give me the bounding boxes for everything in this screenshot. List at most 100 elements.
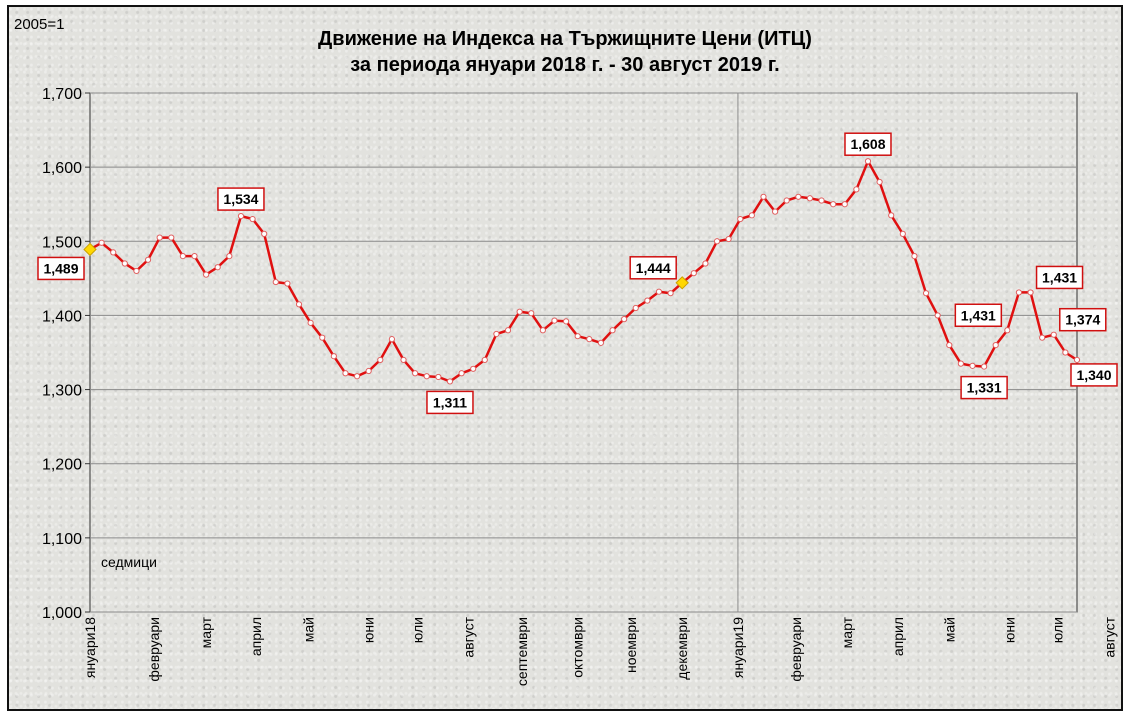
index-series-line xyxy=(89,159,1078,383)
annotation-value: 1,374 xyxy=(1065,312,1100,328)
y-tick-label: 1,500 xyxy=(42,234,82,251)
x-tick-label: април xyxy=(890,617,906,656)
data-point xyxy=(702,260,709,267)
data-point xyxy=(586,336,593,343)
x-tick-label: май xyxy=(300,617,316,642)
annotation-box xyxy=(217,187,265,211)
data-point xyxy=(969,362,976,369)
data-point xyxy=(771,208,779,215)
data-point xyxy=(690,270,697,277)
data-point xyxy=(597,339,605,346)
data-point xyxy=(957,360,964,367)
data-point xyxy=(272,278,279,286)
value-annotation: 1,374 xyxy=(1059,307,1107,332)
data-point xyxy=(922,290,930,297)
y-axis-ticks: 1,000 1,100 1,200 1,300 1,400 1,500 1,600 1,700 xyxy=(42,86,90,622)
annotation-value: 1,331 xyxy=(967,380,1002,396)
plot-area xyxy=(89,92,1078,613)
highlighted-data-point xyxy=(675,276,689,290)
data-point xyxy=(226,253,233,260)
chart-title: Движение на Индекса на Тържищните Цени (… xyxy=(318,28,812,50)
data-point xyxy=(330,353,337,360)
data-point xyxy=(574,333,581,340)
data-point xyxy=(144,256,152,263)
data-point xyxy=(551,317,558,324)
x-tick-label: ноември xyxy=(623,617,639,673)
annotation-value: 1,489 xyxy=(43,260,78,276)
x-tick-label: юни xyxy=(1002,617,1018,643)
annotation-value: 1,311 xyxy=(433,394,467,410)
data-point xyxy=(992,341,999,349)
x-tick-label: август xyxy=(1102,616,1118,657)
annotation-value: 1,431 xyxy=(1042,269,1077,285)
annotation-box xyxy=(37,256,85,281)
x-tick-label: февруари xyxy=(146,617,162,682)
data-point xyxy=(446,378,454,385)
data-point xyxy=(795,193,802,200)
annotation-box xyxy=(1070,363,1118,387)
data-point xyxy=(841,201,848,208)
data-point xyxy=(1015,289,1023,296)
data-point xyxy=(458,370,465,377)
data-point xyxy=(319,334,326,341)
value-annotation: 1,444 xyxy=(629,256,677,280)
price-index-chart: 2005=1 Движение на Индекса на Тържищните… xyxy=(14,16,1118,686)
data-point xyxy=(864,158,872,165)
data-point xyxy=(481,356,488,364)
data-point xyxy=(888,212,895,219)
data-point xyxy=(156,234,163,241)
data-point xyxy=(261,230,268,237)
data-point xyxy=(133,267,140,275)
data-point xyxy=(783,197,790,204)
data-point xyxy=(655,288,663,295)
value-annotation: 1,534 xyxy=(217,187,265,211)
data-point xyxy=(249,215,256,223)
data-point xyxy=(307,319,314,326)
annotation-value: 1,534 xyxy=(223,191,258,207)
data-point xyxy=(760,193,767,200)
x-tick-label: януари18 xyxy=(82,617,98,678)
data-point xyxy=(121,260,128,267)
y-tick-label: 1,600 xyxy=(42,160,82,177)
x-tick-label: септември xyxy=(514,617,530,686)
x-tick-label: юли xyxy=(409,617,425,643)
data-point xyxy=(946,341,953,349)
value-annotation: 1,311 xyxy=(426,390,474,415)
data-point xyxy=(621,316,628,323)
data-point xyxy=(911,253,918,260)
data-point xyxy=(342,370,349,377)
data-point xyxy=(725,235,732,243)
chart-subtitle: за периода януари 2018 г. - 30 август 20… xyxy=(350,54,780,76)
annotation-box xyxy=(629,256,677,280)
x-tick-label: август xyxy=(461,616,477,657)
value-annotations: 1,489 1,534 1,311 1,444 1,608 1,331 1,431 1,431… xyxy=(37,132,1118,415)
value-annotation: 1,340 xyxy=(1070,363,1118,387)
data-point xyxy=(737,215,744,223)
data-point xyxy=(748,212,755,219)
data-point xyxy=(713,238,721,245)
annotation-box xyxy=(844,132,892,156)
x-tick-label: март xyxy=(839,616,855,648)
x-tick-label: март xyxy=(198,616,214,648)
data-point xyxy=(353,373,361,380)
y-tick-label: 1,300 xyxy=(42,383,82,400)
annotation-value: 1,444 xyxy=(636,260,671,276)
annotation-box xyxy=(426,390,474,415)
chart-frame: 2005=1 Движение на Индекса на Тържищните… xyxy=(7,5,1123,711)
data-point xyxy=(203,271,210,278)
data-point xyxy=(667,290,674,297)
data-point xyxy=(412,370,419,377)
data-point xyxy=(435,373,442,381)
data-point xyxy=(1050,331,1057,338)
annotation-box xyxy=(960,375,1008,400)
data-point xyxy=(562,318,570,325)
data-point xyxy=(237,212,245,220)
data-point xyxy=(609,327,616,334)
data-point xyxy=(1073,356,1081,364)
data-point xyxy=(214,264,221,271)
data-point xyxy=(179,253,186,260)
value-annotation: 1,431 xyxy=(954,303,1003,328)
annotation-box xyxy=(1059,307,1107,332)
data-point xyxy=(934,312,941,319)
value-annotation: 1,489 xyxy=(37,256,85,281)
